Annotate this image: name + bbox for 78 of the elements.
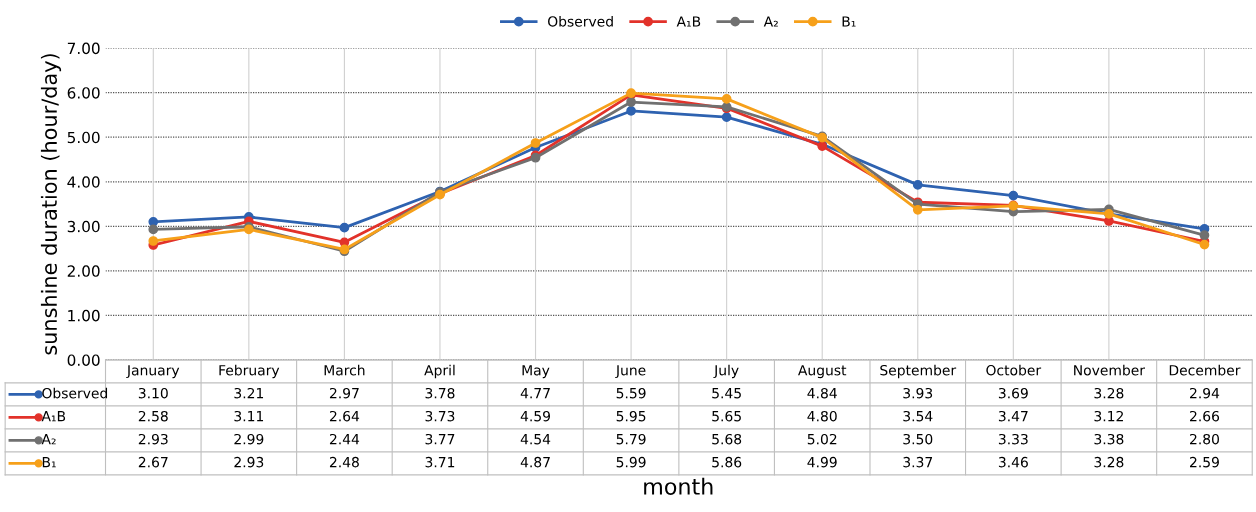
data-label: 3.78: [425, 387, 455, 399]
data-label: 5.95: [616, 410, 646, 422]
x-tick-label: June: [615, 365, 646, 379]
y-tick-label: 3.00: [67, 220, 100, 233]
y-axis-title: sunshine duration (hour/day): [40, 54, 62, 355]
text: A₂: [41, 434, 56, 445]
data-label: 3.50: [903, 433, 933, 445]
data-label: 5.99: [616, 456, 646, 468]
x-tick-label: April: [424, 364, 455, 379]
y-tick-label: 6.00: [67, 87, 100, 99]
data-label: 2.64: [329, 410, 360, 422]
x-tick-label: October: [986, 364, 1042, 376]
data-label: 3.38: [1094, 433, 1124, 445]
data-label: 4.77: [520, 388, 550, 399]
x-tick-label: December: [1169, 364, 1241, 376]
legend-label: Observed: [548, 15, 613, 27]
data-label: 2.58: [138, 410, 168, 422]
data-label: 3.69: [998, 387, 1028, 399]
x-tick-label: September: [880, 364, 957, 379]
y-tick-label: 0.00: [67, 354, 100, 366]
data-label: 2.93: [234, 456, 264, 468]
data-label: 2.48: [329, 456, 359, 468]
text: B₁: [42, 457, 56, 468]
data-label: 2.93: [138, 433, 168, 445]
data-label: 2.97: [329, 387, 359, 399]
data-label: 3.28: [1094, 387, 1124, 399]
data-label: 2.67: [138, 456, 168, 468]
data-label: 4.80: [807, 410, 837, 422]
data-label: 4.99: [807, 456, 837, 468]
data-label: 5.02: [807, 433, 837, 445]
data-label: 3.33: [998, 433, 1028, 445]
text: Observed: [42, 387, 108, 399]
data-label: 2.44: [329, 433, 360, 445]
data-label: 4.84: [807, 387, 837, 399]
data-label: 5.68: [712, 433, 742, 445]
legend-label: B₁: [842, 16, 856, 27]
y-tick-label: 4.00: [67, 176, 100, 188]
data-label: 3.54: [903, 410, 933, 422]
data-label: 4.87: [520, 456, 550, 468]
data-label: 4.54: [520, 434, 551, 445]
data-label: 2.94: [1190, 387, 1220, 399]
data-label: 2.80: [1190, 433, 1219, 445]
data-label: 3.11: [234, 410, 264, 422]
data-label: 2.59: [1190, 456, 1219, 468]
x-tick-label: August: [798, 365, 847, 379]
data-label: 5.79: [616, 433, 646, 445]
text: A₁B: [41, 411, 66, 422]
data-label: 5.45: [712, 388, 741, 399]
x-tick-label: November: [1074, 364, 1146, 376]
y-tick-label: 5.00: [67, 131, 100, 144]
data-label: 2.66: [1190, 410, 1220, 422]
data-label: 3.12: [1094, 410, 1123, 422]
data-label: 5.59: [616, 387, 646, 399]
y-tick-label: 2.00: [67, 265, 100, 277]
data-label: 3.28: [1094, 456, 1124, 468]
data-label: 5.86: [712, 456, 742, 468]
data-label: 3.71: [425, 456, 455, 468]
y-tick-label: 7.00: [67, 42, 100, 55]
data-label: 2.99: [234, 433, 264, 445]
data-label: 3.10: [138, 387, 168, 399]
legend-label: A₁B: [676, 16, 701, 27]
data-label: 3.46: [998, 456, 1028, 468]
data-label: 4.59: [520, 410, 551, 422]
legend-label: A₂: [763, 16, 778, 27]
data-label: 3.37: [903, 456, 933, 468]
x-axis-title: month: [644, 477, 713, 495]
x-tick-label: July: [713, 364, 739, 379]
data-label: 3.47: [998, 410, 1028, 422]
x-tick-label: January: [126, 365, 180, 379]
x-tick-label: February: [219, 364, 280, 379]
data-label: 3.93: [903, 387, 933, 399]
data-label: 3.77: [425, 433, 455, 445]
y-tick-label: 1.00: [68, 309, 100, 322]
data-label: 5.65: [712, 410, 741, 422]
data-label: 3.73: [425, 410, 455, 422]
x-tick-label: March: [324, 364, 365, 376]
data-label: 3.21: [234, 387, 264, 399]
x-tick-label: May: [522, 365, 550, 379]
